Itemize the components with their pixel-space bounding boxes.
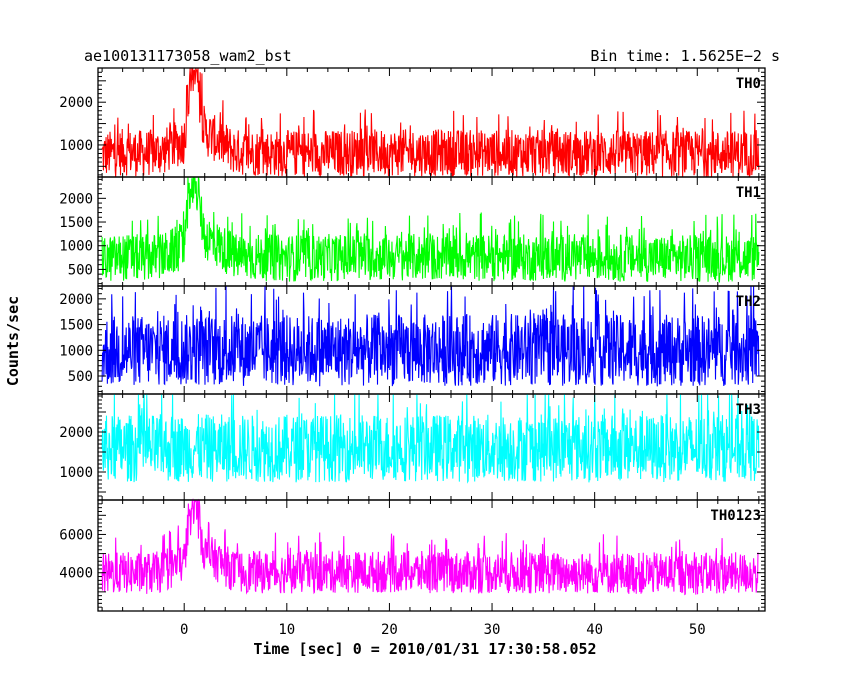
y-tick-label: 500 <box>68 262 93 278</box>
y-tick-label: 2000 <box>59 95 93 111</box>
panel-th2: 500 1000 1500 2000 TH2 <box>59 285 766 395</box>
series-line-th1 <box>101 176 760 283</box>
legend-entry-th0: TH0 <box>736 76 761 92</box>
y-tick-label: 6000 <box>59 527 93 543</box>
x-tick-label: 10 <box>278 622 295 638</box>
legend-entry-th1: TH1 <box>736 185 761 201</box>
panel-th1: 500 1000 1500 2000 TH1 <box>59 176 766 287</box>
x-tick-label: 30 <box>484 622 501 638</box>
x-tick-label: 40 <box>586 622 603 638</box>
series-line-th3 <box>101 393 760 484</box>
series-line-th0123 <box>101 498 759 596</box>
y-tick-label: 2000 <box>59 191 93 207</box>
series-line-th2 <box>101 285 760 387</box>
y-tick-label: 1000 <box>59 138 93 154</box>
panel-th0123: 4000 6000 TH0123 <box>59 498 766 612</box>
y-tick-label: 1500 <box>59 215 93 231</box>
y-tick-label: 1000 <box>59 465 93 481</box>
x-tick-label: 0 <box>180 622 188 638</box>
y-tick-label: 4000 <box>59 566 93 582</box>
series-line-th0 <box>101 67 760 178</box>
y-tick-label: 1000 <box>59 343 93 359</box>
x-tick-label: 20 <box>381 622 398 638</box>
y-tick-label: 2000 <box>59 425 93 441</box>
legend-entry-th2: TH2 <box>736 294 761 310</box>
chart-title-left: ae100131173058_wam2_bst <box>84 47 292 65</box>
panel-frame <box>97 499 766 612</box>
panel-th3: 1000 2000 TH3 <box>59 393 766 501</box>
y-tick-label: 1000 <box>59 239 93 255</box>
legend-entry-th3: TH3 <box>736 402 761 418</box>
panels-group: 1000 2000 TH0 500 1000 1500 2000 TH1 500 1000 1500… <box>59 67 766 612</box>
y-axis-title: Counts/sec <box>4 296 22 386</box>
y-tick-label: 1500 <box>59 318 93 334</box>
y-tick-label: 500 <box>68 369 93 385</box>
x-axis: 0 10 20 30 40 50 <box>180 622 706 638</box>
x-axis-title: Time [sec] 0 = 2010/01/31 17:30:58.052 <box>253 640 596 658</box>
chart-title-right: Bin time: 1.5625E−2 s <box>590 47 780 65</box>
legend-entry-th0123: TH0123 <box>710 508 761 524</box>
panel-th0: 1000 2000 TH0 <box>59 67 766 178</box>
y-tick-label: 2000 <box>59 292 93 308</box>
x-tick-label: 50 <box>689 622 706 638</box>
